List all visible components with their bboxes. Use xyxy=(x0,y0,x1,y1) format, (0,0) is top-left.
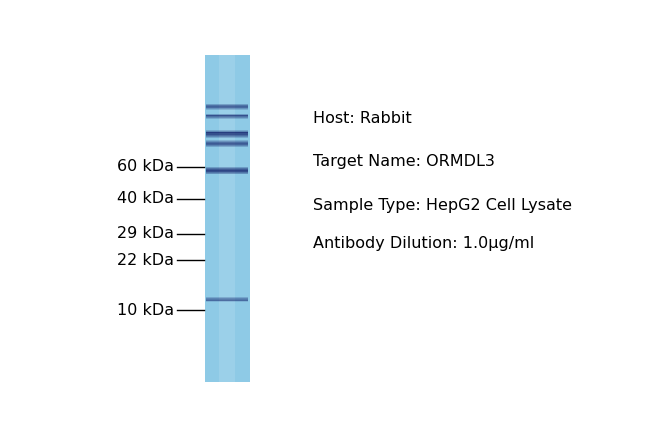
Text: Host: Rabbit: Host: Rabbit xyxy=(313,111,411,126)
Text: Antibody Dilution: 1.0μg/ml: Antibody Dilution: 1.0μg/ml xyxy=(313,236,534,251)
Text: 10 kDa: 10 kDa xyxy=(117,303,174,318)
Text: Target Name: ORMDL3: Target Name: ORMDL3 xyxy=(313,155,495,169)
Bar xyxy=(220,55,235,382)
Text: 22 kDa: 22 kDa xyxy=(118,253,174,268)
Bar xyxy=(205,55,250,382)
Text: Sample Type: HepG2 Cell Lysate: Sample Type: HepG2 Cell Lysate xyxy=(313,198,572,213)
Text: 60 kDa: 60 kDa xyxy=(118,159,174,174)
Text: 29 kDa: 29 kDa xyxy=(118,226,174,241)
Text: 40 kDa: 40 kDa xyxy=(118,191,174,206)
